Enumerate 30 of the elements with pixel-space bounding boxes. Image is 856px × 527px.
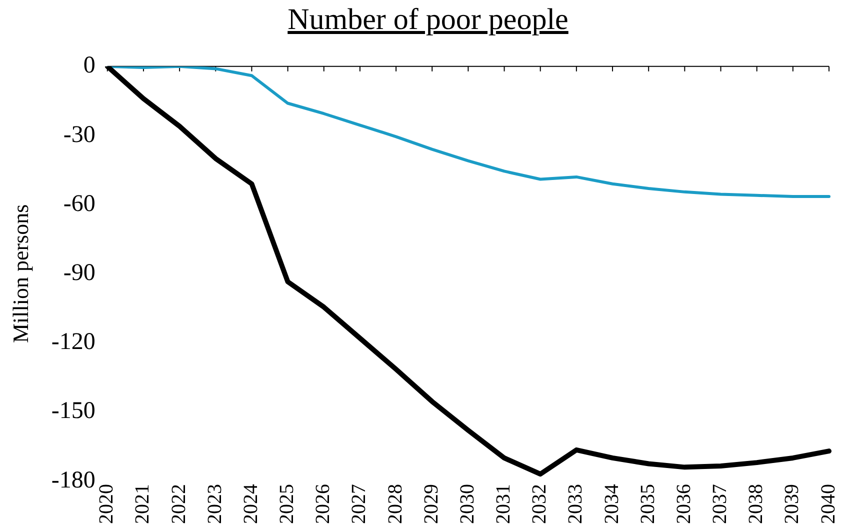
x-tick-label: 2036 [672, 484, 695, 524]
x-tick-label: 2035 [636, 484, 659, 524]
chart-title: Number of poor people [286, 2, 570, 38]
y-tick-label: -30 [63, 122, 96, 148]
y-tick-label: -150 [51, 398, 96, 424]
x-tick-label: 2026 [312, 484, 334, 524]
x-tick-label: 2023 [204, 484, 226, 524]
x-tick-label: 2024 [240, 484, 262, 524]
x-tick-label: 2022 [168, 484, 190, 524]
x-tick-label: 2033 [564, 484, 587, 524]
x-tick-label: 2030 [456, 484, 478, 524]
x-tick-label: 2029 [420, 484, 442, 524]
y-tick-label: -60 [63, 190, 96, 217]
x-tick-label: 2025 [276, 484, 298, 524]
x-tick-label: 2020 [96, 484, 118, 524]
x-tick-label: 2031 [492, 484, 515, 524]
x-tick-label: 2021 [132, 484, 154, 524]
x-tick-label: 2034 [600, 484, 623, 524]
x-tick-label: 2040 [817, 484, 840, 524]
y-tick-label: 0 [83, 52, 96, 79]
y-tick-label: -120 [51, 329, 96, 356]
x-tick-label: 2037 [709, 484, 732, 524]
y-axis-title: Million persons [8, 204, 33, 344]
x-tick-label: 2039 [781, 484, 804, 524]
x-tick-label: 2027 [348, 484, 370, 524]
y-tick-label: -90 [63, 260, 96, 286]
x-tick-label: 2028 [384, 484, 406, 524]
x-tick-label: 2038 [745, 484, 768, 524]
y-tick-label: -180 [51, 467, 96, 494]
x-tick-label: 2032 [528, 484, 551, 524]
